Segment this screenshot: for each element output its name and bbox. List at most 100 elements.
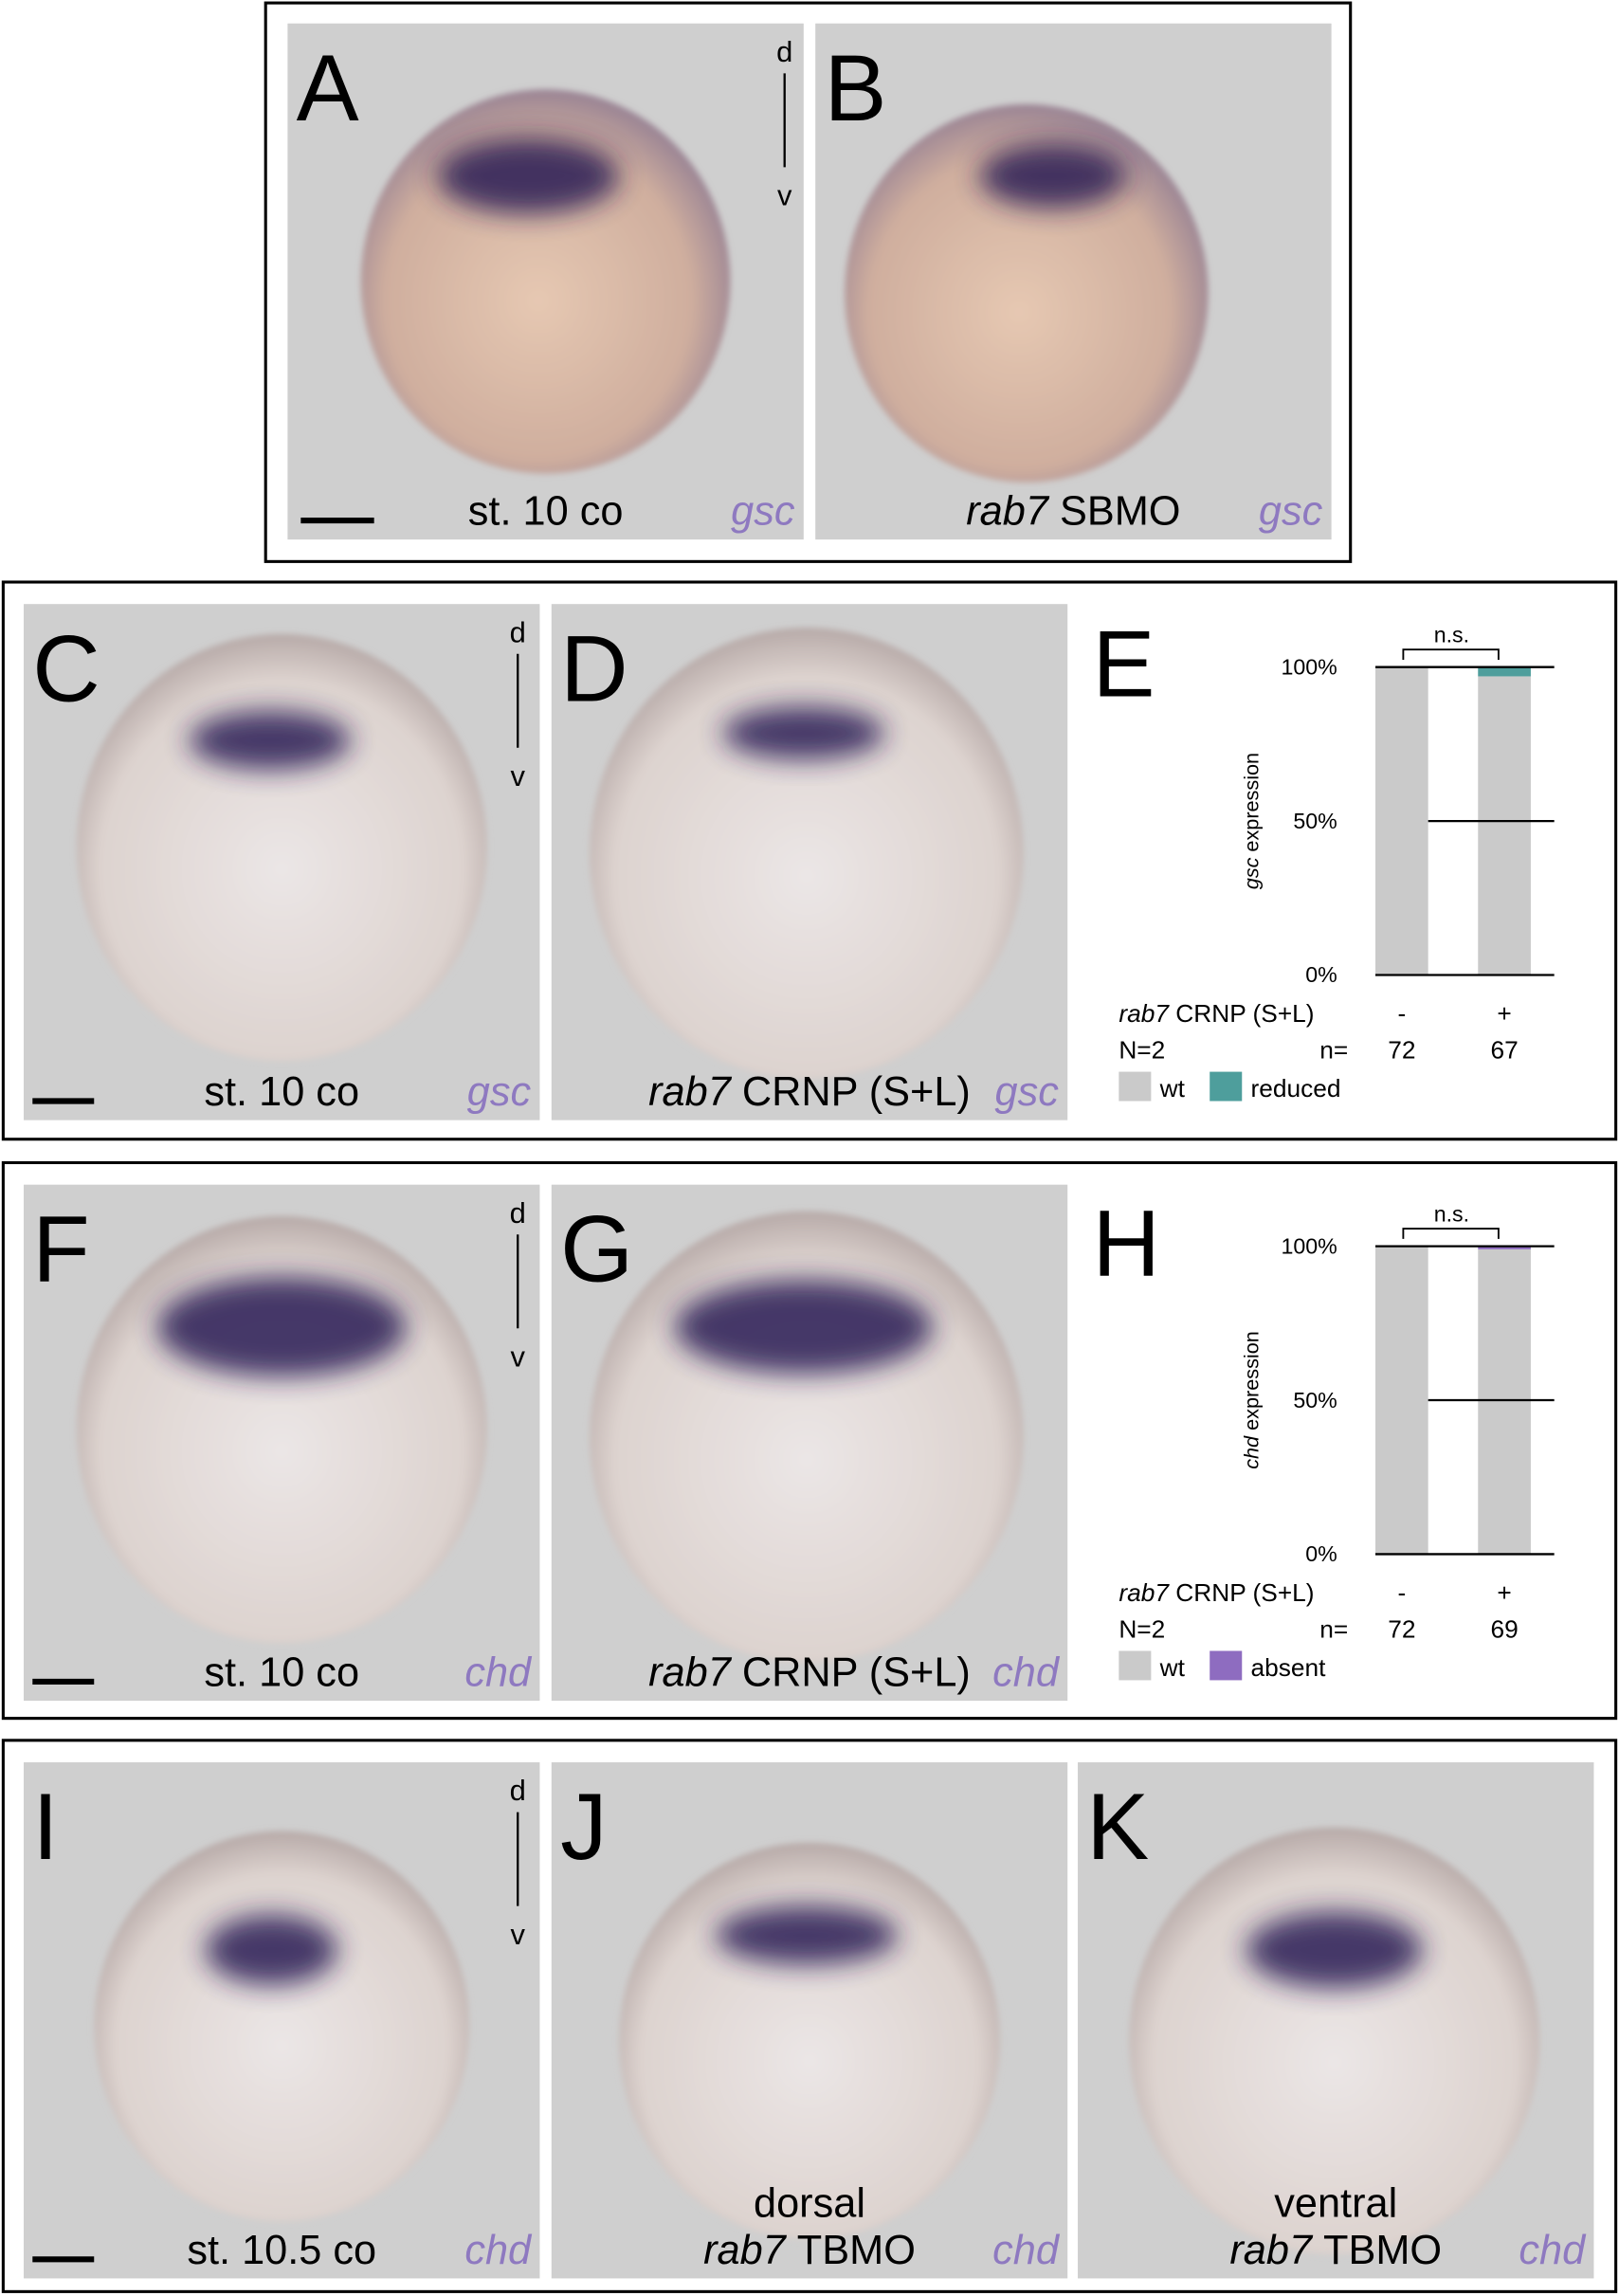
gene-label: gsc (731, 489, 795, 535)
caption-text: TBMO (1323, 2228, 1442, 2273)
count: 67 (1490, 1036, 1518, 1065)
panel-letter: G (560, 1196, 633, 1302)
y-tick-label: 0% (1305, 962, 1337, 987)
legend-swatch (1119, 1071, 1152, 1102)
embryo (618, 1842, 1001, 2239)
orientation-dorsal: d (510, 1196, 526, 1230)
row-label: rab7 CRNP (S+L) (1119, 999, 1314, 1028)
panel-letter: E (1092, 611, 1155, 717)
caption-text: st. 10 co (468, 489, 624, 535)
x-tick-label: + (1497, 1578, 1511, 1607)
gene-label: gsc (467, 1069, 532, 1115)
panel-letter: C (32, 615, 100, 720)
staining (979, 143, 1127, 209)
embryo (590, 1211, 1024, 1663)
count-label: n= (1319, 1615, 1348, 1644)
panel-letter: K (1086, 1774, 1149, 1879)
legend-label: wt (1159, 1074, 1186, 1102)
bar-segment (1478, 666, 1531, 677)
gene-label: gsc (995, 1069, 1060, 1115)
legend-label: absent (1251, 1653, 1327, 1682)
y-tick-label: 50% (1293, 1388, 1337, 1412)
orientation-dorsal: d (510, 1774, 526, 1807)
caption-text: st. 10.5 co (187, 2228, 376, 2273)
count: 69 (1490, 1615, 1518, 1644)
panel-letter: I (32, 1774, 59, 1879)
caption-text: CRNP (S+L) (742, 1650, 971, 1696)
staining (189, 711, 351, 770)
orientation-dorsal: d (510, 615, 526, 648)
staining (1246, 1911, 1423, 1989)
embryo (1129, 1827, 1540, 2255)
embryo (845, 103, 1209, 483)
y-axis-label: gsc expression (1239, 753, 1263, 889)
x-tick-label: - (1397, 999, 1406, 1028)
panel-letter: H (1092, 1191, 1159, 1296)
caption-text: SBMO (1060, 489, 1181, 535)
staining (205, 1914, 337, 1986)
orientation-ventral: v (510, 1918, 525, 1951)
caption-top: dorsal (754, 2180, 865, 2226)
row-label-text: CRNP (S+L) (1175, 1578, 1314, 1607)
row-label: rab7 CRNP (S+L) (1119, 1578, 1314, 1607)
row-label-italic: rab7 (1119, 1578, 1170, 1607)
frame (264, 1, 1353, 563)
orientation-dorsal: d (776, 35, 792, 68)
caption-text: CRNP (S+L) (742, 1069, 971, 1115)
caption-italic: rab7 (703, 2228, 788, 2273)
bar-segment (1374, 1246, 1428, 1555)
y-tick-label: 100% (1281, 1233, 1337, 1258)
caption-italic: rab7 (648, 1069, 733, 1115)
caption-italic: rab7 (1229, 2228, 1314, 2273)
caption-text: st. 10 co (204, 1650, 359, 1696)
panel-letter: J (560, 1774, 607, 1879)
gene-label: chd (1519, 2228, 1587, 2273)
sample-label: N=2 (1119, 1036, 1165, 1065)
y-tick-label: 100% (1281, 654, 1337, 679)
frame (1, 1160, 1618, 1721)
legend-swatch (1210, 1650, 1243, 1681)
gene-label: chd (464, 2228, 533, 2273)
y-axis-label-text: expression (1239, 753, 1263, 852)
significance-bracket (1402, 1228, 1500, 1239)
legend-swatch (1119, 1650, 1152, 1681)
row-label-text: CRNP (S+L) (1175, 999, 1314, 1028)
caption: rab7 TBMO (703, 2228, 916, 2273)
bar-segment (1478, 1246, 1531, 1249)
annotation: n.s. (1434, 622, 1469, 647)
bar-segment (1478, 1248, 1531, 1555)
panel-letter: F (32, 1196, 89, 1302)
frame (1, 1739, 1618, 2293)
count: 72 (1388, 1036, 1415, 1065)
row-label-italic: rab7 (1119, 999, 1170, 1028)
panel-letter: A (297, 35, 359, 140)
bar-segment (1478, 676, 1531, 975)
legend-swatch (1210, 1071, 1243, 1102)
caption-top: ventral (1274, 2180, 1397, 2226)
staining (437, 137, 619, 214)
caption-text: TBMO (797, 2228, 916, 2273)
x-tick-label: - (1397, 1578, 1406, 1607)
embryo (590, 628, 1024, 1080)
caption-text: st. 10 co (204, 1069, 359, 1115)
y-axis-label-text: expression (1239, 1331, 1263, 1430)
embryo (94, 1831, 470, 2222)
orientation-ventral: v (510, 759, 525, 793)
y-axis-label-italic: gsc (1239, 857, 1263, 889)
caption: rab7 TBMO (1229, 2228, 1442, 2273)
caption: rab7 SBMO (966, 489, 1180, 535)
embryo (76, 633, 487, 1062)
frame (1, 580, 1618, 1141)
count-label: n= (1319, 1036, 1348, 1065)
panel-letter: D (560, 615, 628, 720)
legend-label: wt (1159, 1653, 1186, 1682)
staining (716, 1905, 898, 1965)
y-axis-label: chd expression (1239, 1331, 1263, 1469)
gene-label: gsc (1259, 489, 1323, 535)
caption: st. 10 co (204, 1650, 359, 1696)
y-tick-label: 0% (1305, 1541, 1337, 1566)
y-tick-label: 50% (1293, 809, 1337, 833)
